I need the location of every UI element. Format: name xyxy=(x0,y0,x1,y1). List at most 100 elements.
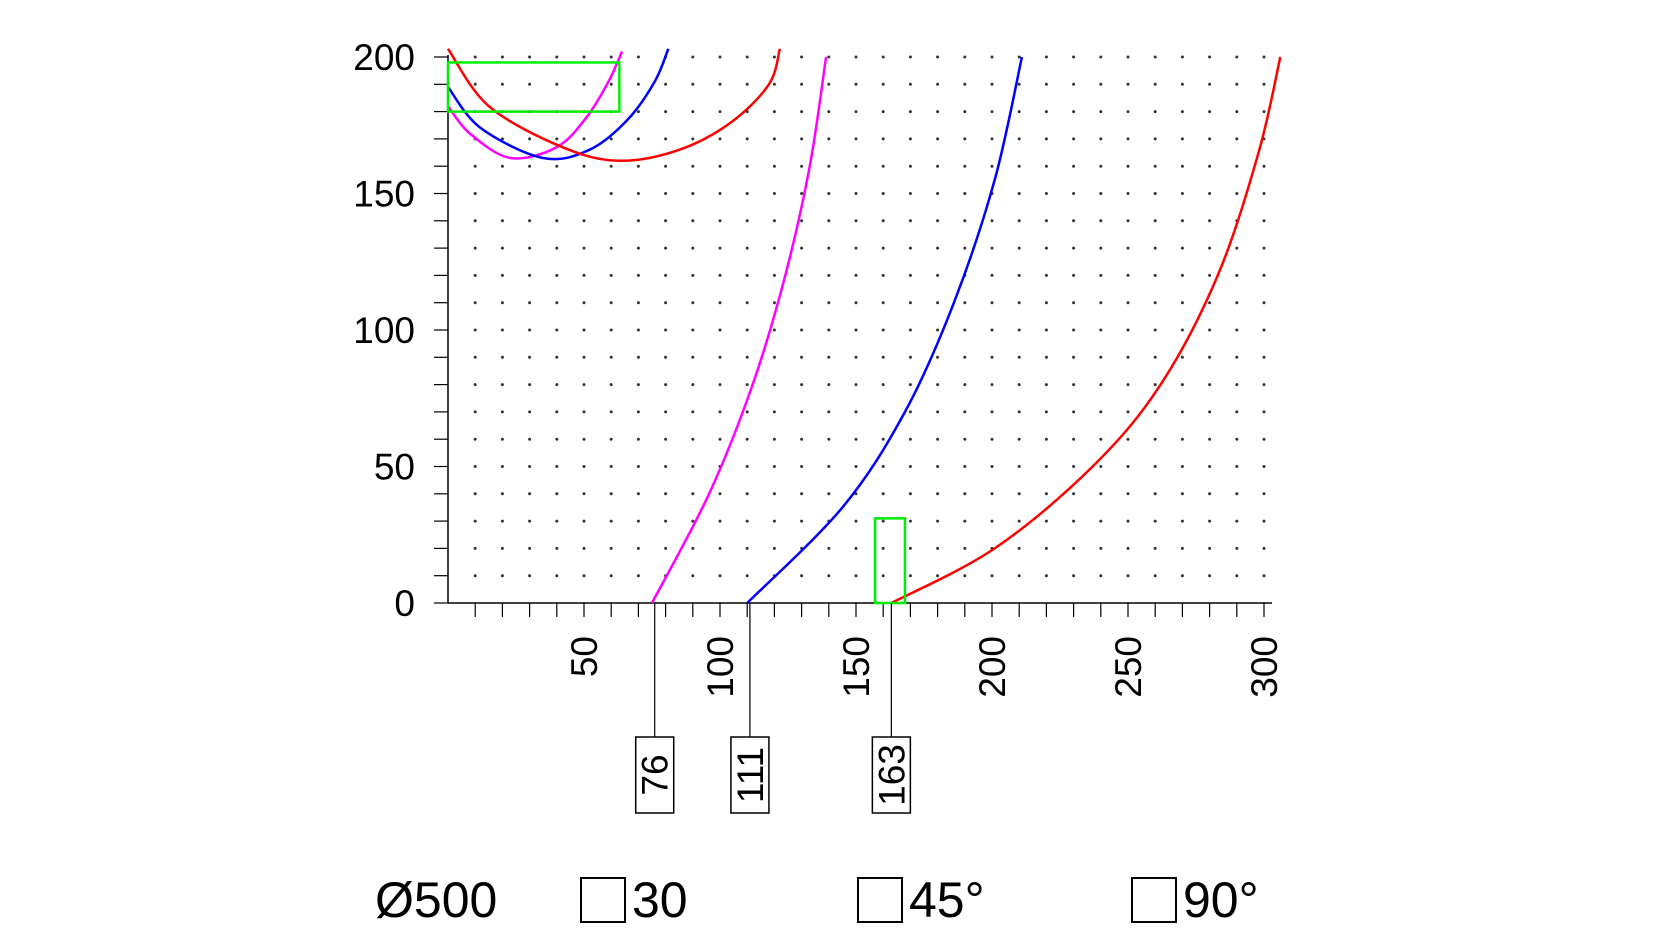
grid-dot xyxy=(691,328,695,332)
legend-diameter: Ø500 xyxy=(375,870,497,930)
grid-dot xyxy=(854,164,858,168)
grid-dot xyxy=(555,82,559,86)
grid-dot xyxy=(609,519,613,523)
grid-dot xyxy=(1044,328,1048,332)
grid-dot xyxy=(1153,328,1157,332)
grid-dot xyxy=(1017,519,1021,523)
grid-dot xyxy=(963,55,967,59)
grid-dot xyxy=(528,301,532,305)
grid-dot xyxy=(473,492,477,496)
grid-dot xyxy=(718,219,722,223)
grid-dot xyxy=(473,273,477,277)
grid-dot xyxy=(555,546,559,550)
grid-dot xyxy=(990,574,994,578)
grid-dot xyxy=(827,437,831,441)
grid-dot xyxy=(1044,110,1048,114)
grid-dot xyxy=(1235,410,1239,414)
grid-dot xyxy=(772,383,776,387)
grid-dot xyxy=(473,546,477,550)
grid-dot xyxy=(1099,164,1103,168)
grid-dot xyxy=(990,219,994,223)
grid-dot xyxy=(609,301,613,305)
grid-dot xyxy=(1017,383,1021,387)
grid-dot xyxy=(718,410,722,414)
grid-dot xyxy=(1262,465,1266,468)
grid-dot xyxy=(1044,192,1048,195)
legend-item-45: 45° xyxy=(857,870,985,930)
grid-dot xyxy=(528,82,532,86)
grid-dot xyxy=(1099,110,1103,114)
grid-dot xyxy=(881,164,885,168)
grid-dot xyxy=(1072,492,1076,496)
grid-dot xyxy=(528,574,532,578)
grid-dot xyxy=(854,574,858,578)
grid-dot xyxy=(1044,55,1048,59)
grid-dot xyxy=(609,410,613,414)
grid-dot xyxy=(1044,273,1048,277)
grid-dot xyxy=(963,301,967,305)
grid-dot xyxy=(1180,383,1184,387)
grid-dot xyxy=(908,110,912,114)
y-tick-label: 0 xyxy=(394,583,415,624)
grid-dot xyxy=(636,82,640,86)
grid-dot xyxy=(555,492,559,496)
grid-dot xyxy=(1262,546,1266,550)
grid-dot xyxy=(555,164,559,168)
grid-dot xyxy=(908,574,912,578)
grid-dot xyxy=(1099,410,1103,414)
grid-dot xyxy=(800,465,804,468)
grid-dot xyxy=(1072,246,1076,250)
grid-dot xyxy=(1153,82,1157,86)
grid-dot xyxy=(745,519,749,523)
grid-dot xyxy=(772,110,776,114)
legend-label-45: 45° xyxy=(909,872,985,928)
grid-dot xyxy=(1262,55,1266,59)
grid-dot xyxy=(1017,137,1021,141)
grid-dot xyxy=(936,465,940,468)
grid-dot xyxy=(718,192,722,195)
grid-dot xyxy=(854,410,858,414)
grid-dot xyxy=(528,219,532,223)
grid-dot xyxy=(473,355,477,359)
grid-dot xyxy=(908,383,912,387)
grid-dot xyxy=(800,164,804,168)
grid-dot xyxy=(718,301,722,305)
grid-dot xyxy=(691,164,695,168)
grid-dot xyxy=(990,519,994,523)
grid-dot xyxy=(1126,192,1130,195)
grid-dot xyxy=(718,328,722,332)
grid-dot xyxy=(854,437,858,441)
grid-dot xyxy=(473,410,477,414)
grid-dot xyxy=(1044,137,1048,141)
grid-dot xyxy=(528,328,532,332)
grid-dot xyxy=(636,110,640,114)
grid-dots xyxy=(473,55,1266,578)
grid-dot xyxy=(1208,164,1212,168)
grid-dot xyxy=(745,437,749,441)
grid-dot xyxy=(636,574,640,578)
grid-dot xyxy=(1072,192,1076,195)
grid-dot xyxy=(1017,328,1021,332)
grid-dot xyxy=(854,355,858,359)
grid-dot xyxy=(745,273,749,277)
grid-dot xyxy=(827,82,831,86)
grid-dot xyxy=(1099,519,1103,523)
grid-dot xyxy=(1235,355,1239,359)
grid-dot xyxy=(1235,55,1239,59)
grid-dot xyxy=(609,328,613,332)
grid-dot xyxy=(473,246,477,250)
grid-dot xyxy=(881,273,885,277)
grid-dot xyxy=(528,437,532,441)
grid-dot xyxy=(473,465,477,468)
grid-dot xyxy=(963,465,967,468)
series-line-5 xyxy=(446,48,670,161)
grid-dot xyxy=(1208,137,1212,141)
grid-dot xyxy=(1153,410,1157,414)
grid-dot xyxy=(609,55,613,59)
grid-dot xyxy=(528,383,532,387)
grid-dot xyxy=(1180,355,1184,359)
grid-dot xyxy=(800,110,804,114)
grid-dot xyxy=(1235,82,1239,86)
grid-dot xyxy=(827,383,831,387)
grid-dot xyxy=(908,355,912,359)
